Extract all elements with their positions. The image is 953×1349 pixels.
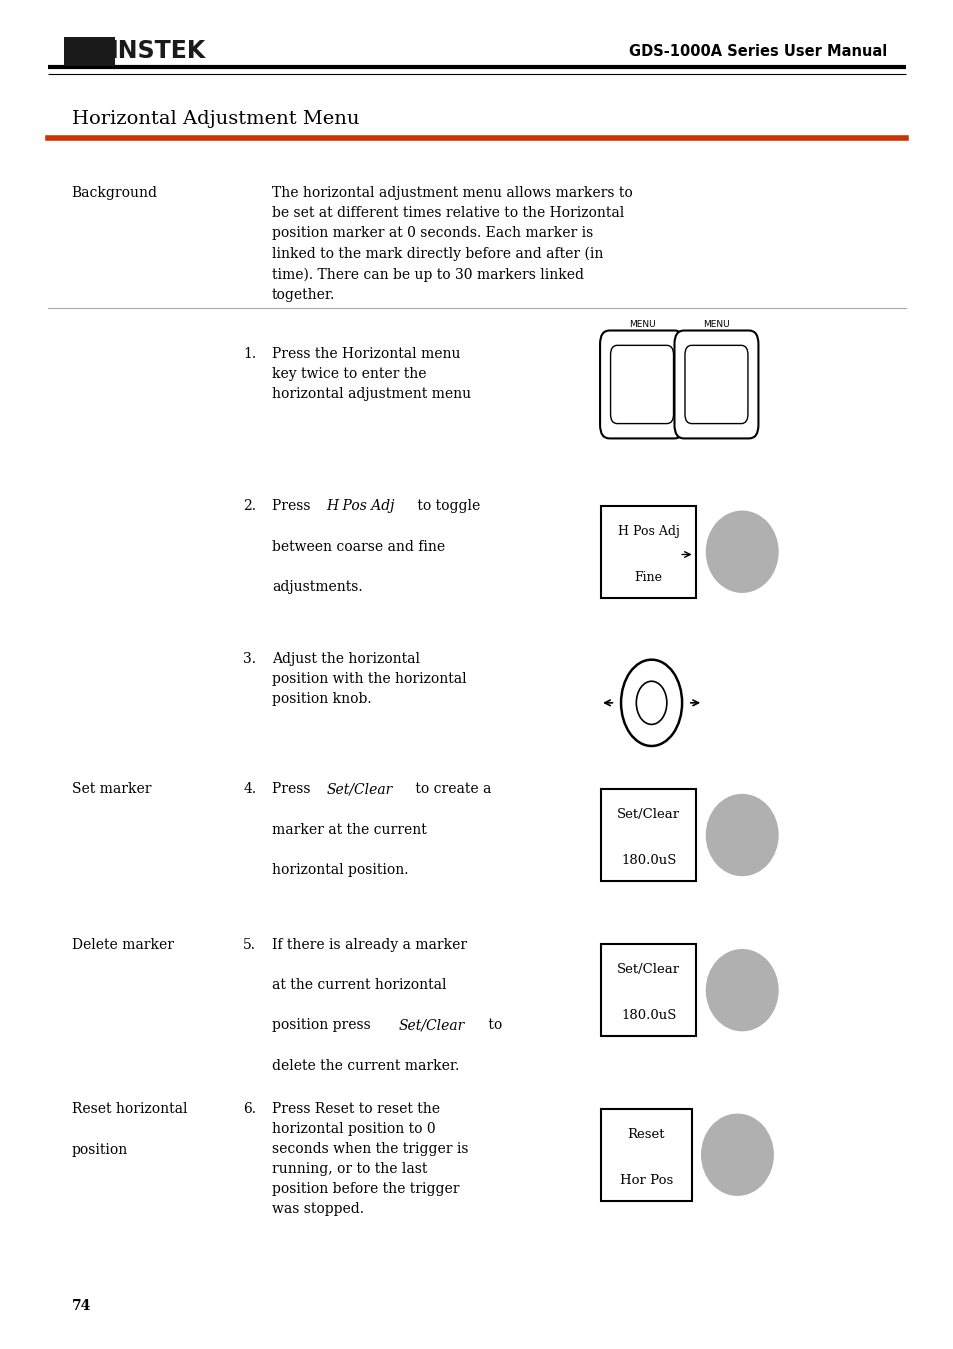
Text: Press Reset to reset the
horizontal position to 0
seconds when the trigger is
ru: Press Reset to reset the horizontal posi… [272,1102,468,1217]
Text: Reset horizontal: Reset horizontal [71,1102,187,1116]
Text: 1.: 1. [243,347,256,360]
Text: 180.0uS: 180.0uS [620,854,676,867]
Text: 4.: 4. [243,782,256,796]
Text: Set/Clear: Set/Clear [617,808,679,822]
Text: Set/Clear: Set/Clear [398,1018,464,1032]
Text: marker at the current: marker at the current [272,823,426,836]
Text: adjustments.: adjustments. [272,580,362,594]
Text: position press: position press [272,1018,375,1032]
Text: H Pos Adj: H Pos Adj [326,499,395,513]
Text: 180.0uS: 180.0uS [620,1009,676,1023]
Text: 5.: 5. [243,938,256,951]
Text: Press the Horizontal menu
key twice to enter the
horizontal adjustment menu: Press the Horizontal menu key twice to e… [272,347,471,401]
Text: Horizontal Adjustment Menu: Horizontal Adjustment Menu [71,109,358,128]
Text: 2.: 2. [243,499,256,513]
Bar [600,789,696,881]
Text: to create a: to create a [411,782,491,796]
Ellipse shape [700,1114,772,1195]
Bar [600,1109,691,1201]
Text: Reset: Reset [627,1128,664,1141]
Text: Press: Press [272,499,314,513]
Ellipse shape [705,950,778,1031]
Text: 6.: 6. [243,1102,256,1116]
FancyBboxPatch shape [674,331,758,438]
Bar [600,506,696,598]
Ellipse shape [705,795,778,876]
Text: Hor Pos: Hor Pos [619,1174,672,1187]
Text: 74: 74 [71,1299,91,1313]
Text: The horizontal adjustment menu allows markers to
be set at different times relat: The horizontal adjustment menu allows ma… [272,186,632,302]
Text: to: to [483,1018,501,1032]
Text: to toggle: to toggle [413,499,479,513]
Text: MENU: MENU [628,320,655,329]
Text: INSTEK: INSTEK [110,39,206,63]
Text: Press: Press [272,782,314,796]
Text: Background: Background [71,186,157,200]
Bar [600,944,696,1036]
Text: Set marker: Set marker [71,782,151,796]
FancyBboxPatch shape [599,331,683,438]
Text: MENU: MENU [702,320,729,329]
Text: Adjust the horizontal
position with the horizontal
position knob.: Adjust the horizontal position with the … [272,652,466,706]
Text: H Pos Adj: H Pos Adj [618,525,679,538]
Text: horizontal position.: horizontal position. [272,863,408,877]
Text: position: position [71,1143,128,1156]
Text: If there is already a marker: If there is already a marker [272,938,467,951]
FancyBboxPatch shape [610,345,673,424]
Text: Set/Clear: Set/Clear [326,782,392,796]
Text: 3.: 3. [243,652,256,665]
Text: between coarse and fine: between coarse and fine [272,540,444,553]
Text: GDS-1000A Series User Manual: GDS-1000A Series User Manual [628,43,886,59]
Text: delete the current marker.: delete the current marker. [272,1059,458,1072]
Text: Set/Clear: Set/Clear [617,963,679,977]
Ellipse shape [705,511,778,592]
FancyBboxPatch shape [684,345,747,424]
Text: at the current horizontal: at the current horizontal [272,978,446,992]
Text: GW: GW [67,39,112,63]
Text: Delete marker: Delete marker [71,938,173,951]
Text: Fine: Fine [634,571,662,584]
